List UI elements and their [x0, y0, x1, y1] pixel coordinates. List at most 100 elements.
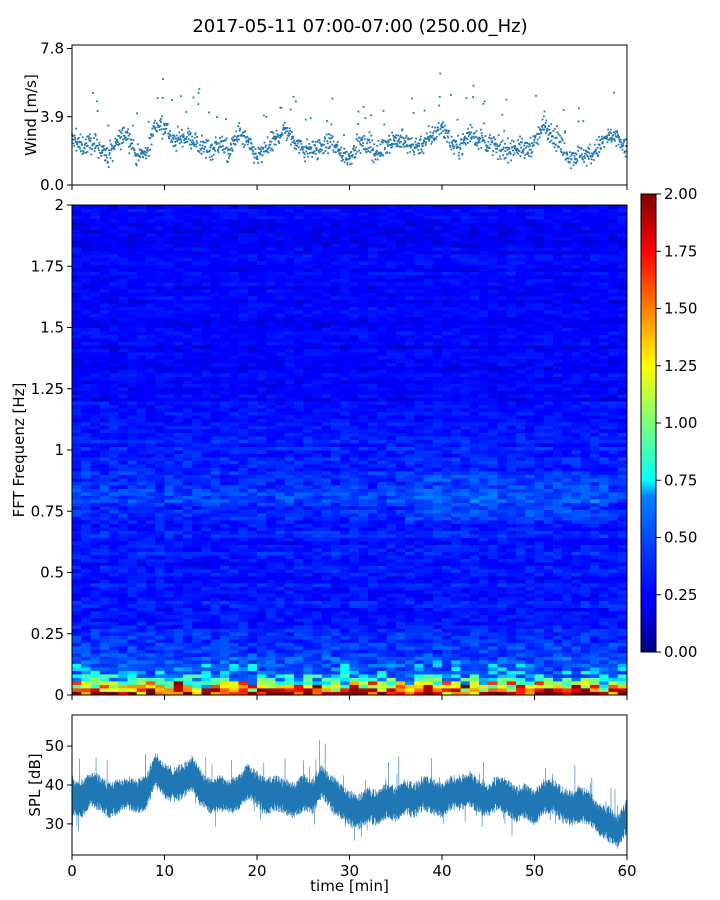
spectrogram-cell — [469, 558, 480, 563]
wind-point — [583, 155, 586, 157]
spectrogram-cell — [127, 632, 138, 636]
wind-point — [288, 134, 291, 136]
spectrogram-cell — [451, 548, 461, 552]
spectrogram-cell — [590, 495, 600, 500]
spectrogram-cell — [155, 607, 165, 612]
spectrogram-cell — [210, 604, 221, 608]
spectrogram-cell — [90, 523, 101, 528]
spectrogram-cell — [562, 513, 572, 517]
wind-point — [527, 145, 530, 148]
wind-point — [399, 134, 402, 137]
wind-point — [487, 141, 490, 143]
spectrogram-cell — [155, 688, 165, 692]
spectrogram-cell — [479, 593, 489, 598]
spectrogram-cell — [349, 534, 360, 538]
spectrogram-cell — [238, 597, 249, 601]
spectrogram-cell — [155, 562, 165, 566]
spectrogram-cell — [118, 649, 128, 654]
wind-point — [204, 146, 207, 148]
spectrogram-cell — [210, 506, 221, 510]
spectrogram-cell — [423, 576, 434, 580]
spectrogram-cell — [238, 656, 249, 661]
spectrogram-cell — [608, 621, 619, 626]
spectrogram-cell — [266, 523, 276, 528]
wind-point — [201, 134, 203, 137]
spectrogram-cell — [395, 523, 406, 528]
spectrogram-cell — [164, 618, 175, 622]
spectrogram-cell — [349, 691, 360, 695]
wind-point — [233, 138, 236, 141]
spectrogram-cell — [146, 509, 156, 514]
spectrogram-cell — [580, 621, 591, 626]
spectrogram-cell — [81, 551, 91, 556]
spectrogram-cell — [423, 537, 434, 542]
spectrogram-cell — [414, 632, 424, 636]
wind-point — [606, 136, 608, 139]
spectrogram-cell — [553, 681, 563, 685]
spectrogram-cell — [155, 642, 165, 647]
spectrogram-cell — [497, 590, 508, 594]
spectrogram-cell — [275, 597, 286, 601]
spectrogram-cell — [469, 646, 480, 650]
spectrogram-cell — [210, 593, 221, 598]
spectrogram-cell — [155, 684, 165, 689]
spectrogram-cell — [562, 506, 572, 510]
spectrogram-cell — [284, 530, 295, 535]
wind-point — [208, 111, 210, 114]
wind-point — [441, 130, 444, 133]
spectrogram-cell — [571, 625, 582, 629]
wind-point — [581, 153, 583, 156]
spectrogram-cell — [81, 611, 91, 615]
spectrogram-cell — [127, 688, 138, 692]
wind-point — [370, 149, 373, 152]
spectrogram-cell — [146, 593, 156, 598]
spectrogram-cell — [580, 506, 591, 510]
spectrogram-cell — [238, 600, 249, 605]
spectrogram-cell — [488, 607, 498, 612]
spectrogram-cell — [599, 534, 609, 538]
spectrogram-cell — [127, 674, 138, 678]
spectrogram-cell — [173, 632, 184, 636]
spectrogram-cell — [590, 618, 600, 622]
spectrogram-cell — [608, 600, 619, 605]
spectrogram-cell — [118, 674, 128, 678]
spectrogram-cell — [423, 646, 434, 650]
wind-point — [322, 144, 324, 146]
spectrogram-cell — [340, 607, 350, 612]
wind-point — [525, 145, 528, 148]
spectrogram-cell — [146, 618, 156, 622]
spectrogram-cell — [608, 565, 619, 570]
spectrogram-cell — [155, 611, 165, 615]
wind-point — [264, 150, 266, 153]
wind-point — [390, 146, 393, 149]
wind-point — [569, 155, 572, 158]
spectrogram-cell — [284, 569, 295, 573]
spectrogram-cell — [349, 590, 360, 594]
spectrogram-cell — [220, 660, 230, 664]
spectrogram-cell — [562, 565, 572, 570]
spectrogram-cell — [423, 691, 434, 695]
spectrogram-cell — [118, 642, 128, 647]
spectrogram-cell — [608, 506, 619, 510]
wind-point — [201, 147, 204, 149]
spectrogram-cell — [590, 576, 600, 580]
spectrogram-cell — [608, 614, 619, 619]
spectrogram-cell — [442, 534, 452, 538]
wind-point — [144, 150, 147, 153]
wind-point — [95, 100, 98, 103]
wind-point — [159, 125, 162, 127]
wind-point — [299, 148, 302, 151]
spectrogram-cell — [81, 523, 91, 528]
spectrogram-cell — [534, 527, 545, 531]
spectrogram-cell — [192, 625, 202, 629]
wind-point — [397, 145, 400, 148]
wind-point — [263, 141, 266, 144]
spectrogram-cell — [127, 537, 138, 542]
spectrogram-cell — [377, 649, 387, 654]
spectrogram-cell — [488, 555, 498, 559]
spectrogram-cell — [562, 660, 572, 664]
spectrogram-cell — [442, 579, 452, 584]
spectrogram-cell — [423, 649, 434, 654]
wind-point — [251, 149, 254, 152]
wind-point — [97, 144, 99, 147]
